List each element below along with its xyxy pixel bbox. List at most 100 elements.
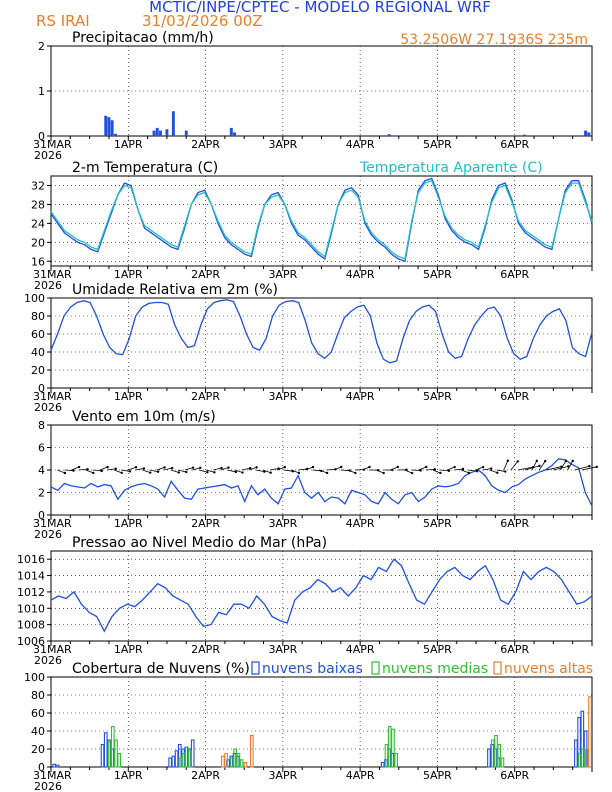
cloud-bar-1	[107, 741, 112, 768]
wind-arrow-head	[368, 465, 371, 469]
wind-arrow-head	[255, 466, 258, 469]
series-line-rh-0	[50, 299, 593, 364]
wind-arrow	[199, 469, 208, 473]
wind-arrow	[248, 467, 257, 471]
wind-arrow-head	[595, 465, 598, 469]
wind-arrow	[326, 468, 336, 471]
wind-arrow-head	[185, 470, 188, 474]
wind-arrow-head	[170, 466, 174, 470]
x-tick-label: 5APR	[423, 517, 452, 530]
y-tick-label: 40	[31, 725, 45, 738]
legend-swatch	[493, 661, 502, 675]
x-tick-label: 31MAR	[33, 643, 72, 656]
wind-arrow-head	[481, 465, 485, 469]
wind-arrow-head	[467, 471, 471, 475]
wind-arrow	[482, 468, 492, 471]
x-tick-label: 2APR	[191, 769, 220, 782]
plot-frame	[50, 676, 593, 768]
y-tick-label: 1016	[17, 553, 45, 566]
cloud-bar-0	[174, 750, 179, 768]
wind-arrow-head	[461, 467, 465, 471]
y-tick-label: 0	[38, 382, 45, 395]
x-tick-label: 6APR	[500, 390, 529, 403]
wind-arrow	[128, 466, 137, 471]
panel-title: Vento em 10m (m/s)	[72, 409, 216, 425]
precip-bar	[107, 117, 111, 136]
wind-arrow-head	[283, 466, 286, 469]
y-tick-label: 40	[31, 346, 45, 359]
y-tick-label: 80	[31, 310, 45, 323]
wind-arrow-head	[425, 465, 428, 469]
wind-arrow	[390, 466, 398, 471]
wind-arrow-head	[354, 471, 357, 475]
wind-arrow-head	[100, 469, 103, 473]
wind-arrow-head	[453, 465, 456, 469]
wind-arrow-head	[538, 464, 541, 468]
y-tick-label: 24	[31, 217, 45, 230]
y-tick-label: 8	[38, 419, 45, 432]
wind-arrow	[489, 469, 498, 474]
wind-arrow-head	[213, 471, 216, 474]
y-tick-label: 60	[31, 328, 45, 341]
x-tick-year: 2026	[34, 654, 62, 667]
wind-arrow	[461, 469, 470, 474]
cloud-bar-0	[168, 757, 172, 768]
wind-arrow	[361, 466, 370, 471]
wind-arrow	[255, 469, 265, 473]
wind-arrow	[418, 466, 427, 471]
precip-bar	[171, 111, 175, 136]
wind-arrow-head	[241, 471, 244, 474]
wind-arrow-head	[149, 471, 152, 474]
wind-arrow	[347, 469, 356, 474]
x-tick-label: 5APR	[423, 268, 452, 281]
wind-arrow-head	[227, 466, 230, 469]
x-tick-label: 6APR	[500, 769, 529, 782]
wind-arrow	[57, 469, 66, 474]
legend-swatch	[371, 661, 380, 675]
x-tick-label: 6APR	[500, 268, 529, 281]
wind-arrow-head	[588, 465, 591, 468]
wind-arrow-head	[544, 459, 547, 463]
wind-arrow-head	[120, 471, 123, 475]
x-tick-year: 2026	[34, 401, 62, 414]
x-tick-label: 31MAR	[33, 268, 72, 281]
cloud-bar-1	[188, 750, 192, 768]
run-datetime: 31/03/2026 00Z	[142, 12, 263, 30]
cloud-bar-1	[185, 746, 189, 768]
wind-arrow	[510, 461, 519, 471]
precip-bar	[587, 132, 591, 136]
x-tick-label: 1APR	[114, 138, 143, 151]
wind-arrow-head	[163, 466, 166, 469]
x-tick-label: 3APR	[268, 643, 297, 656]
precip-bar	[155, 127, 159, 136]
cloud-bar-1	[391, 728, 395, 768]
wind-arrow	[538, 460, 546, 471]
x-tick-label: 5APR	[423, 138, 452, 151]
cloud-bar-1	[497, 743, 502, 768]
x-tick-year: 2026	[34, 149, 62, 162]
y-tick-label: 0	[38, 509, 45, 522]
cloud-bar-1	[577, 752, 582, 768]
wind-arrow	[170, 469, 179, 473]
wind-arrow-head	[248, 467, 252, 470]
wind-arrow	[269, 468, 279, 471]
x-tick-label: 5APR	[423, 390, 452, 403]
x-tick-label: 31MAR	[33, 517, 72, 530]
cloud-bar-0	[171, 755, 176, 768]
cloud-bar-1	[239, 759, 244, 768]
wind-arrow-head	[72, 469, 75, 472]
wind-arrow-head	[433, 468, 436, 471]
x-tick-label: 4APR	[346, 390, 375, 403]
wind-arrow	[276, 466, 285, 471]
cloud-bar-2	[588, 696, 592, 768]
x-tick-label: 2APR	[191, 517, 220, 530]
cloud-bar-1	[230, 757, 234, 768]
x-tick-label: 1APR	[114, 268, 143, 281]
y-tick-label: 1010	[17, 602, 45, 615]
legend-label: nuvens medias	[382, 661, 488, 677]
wind-arrow	[468, 469, 478, 472]
panel-title: 2-m Temperatura (C)	[72, 160, 218, 176]
x-tick-label: 6APR	[500, 517, 529, 530]
wind-arrow	[560, 460, 567, 471]
